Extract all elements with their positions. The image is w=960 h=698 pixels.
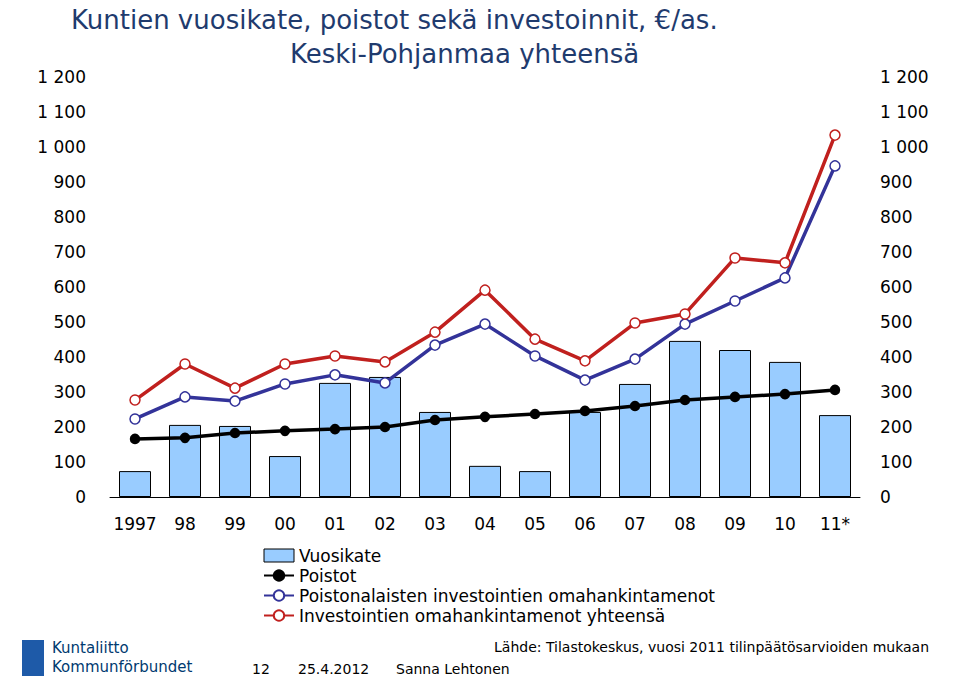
svg-text:1 100: 1 100 (37, 102, 86, 122)
svg-text:04: 04 (474, 514, 496, 534)
svg-text:Sanna Lehtonen: Sanna Lehtonen (396, 661, 510, 677)
svg-text:25.4.2012: 25.4.2012 (298, 661, 369, 677)
svg-text:100: 100 (54, 452, 86, 472)
svg-text:1 100: 1 100 (880, 102, 929, 122)
svg-text:800: 800 (54, 207, 86, 227)
svg-text:Poistonalaisten investointien: Poistonalaisten investointien omahankint… (299, 586, 715, 606)
svg-text:0: 0 (880, 487, 891, 507)
svg-text:03: 03 (424, 514, 446, 534)
svg-text:300: 300 (54, 382, 86, 402)
svg-text:Kommunförbundet: Kommunförbundet (52, 658, 192, 676)
svg-text:1 000: 1 000 (37, 137, 86, 157)
svg-text:08: 08 (674, 514, 696, 534)
svg-text:Kuntaliitto: Kuntaliitto (52, 639, 129, 657)
svg-text:12: 12 (252, 661, 270, 677)
svg-text:300: 300 (880, 382, 912, 402)
svg-text:900: 900 (54, 172, 86, 192)
svg-text:Vuosikate: Vuosikate (299, 546, 381, 566)
svg-text:700: 700 (54, 242, 86, 262)
svg-text:10: 10 (774, 514, 796, 534)
svg-text:800: 800 (880, 207, 912, 227)
svg-text:Kuntien vuosikate, poistot sek: Kuntien vuosikate, poistot sekä investoi… (71, 5, 718, 35)
svg-text:01: 01 (324, 514, 346, 534)
svg-text:05: 05 (524, 514, 546, 534)
svg-text:06: 06 (574, 514, 596, 534)
svg-text:200: 200 (54, 417, 86, 437)
svg-text:600: 600 (880, 277, 912, 297)
svg-text:500: 500 (54, 312, 86, 332)
svg-text:200: 200 (880, 417, 912, 437)
svg-text:Poistot: Poistot (299, 566, 357, 586)
svg-text:500: 500 (880, 312, 912, 332)
svg-text:09: 09 (724, 514, 746, 534)
svg-text:99: 99 (224, 514, 246, 534)
svg-text:Investointien omahankintamenot: Investointien omahankintamenot yhteensä (299, 606, 665, 626)
svg-text:600: 600 (54, 277, 86, 297)
svg-text:1 000: 1 000 (880, 137, 929, 157)
svg-text:02: 02 (374, 514, 396, 534)
svg-text:1 200: 1 200 (37, 67, 86, 87)
svg-text:07: 07 (624, 514, 646, 534)
svg-text:00: 00 (274, 514, 296, 534)
svg-text:1 200: 1 200 (880, 67, 929, 87)
svg-text:0: 0 (75, 487, 86, 507)
svg-text:Lähde: Tilastokeskus, vuosi 20: Lähde: Tilastokeskus, vuosi 2011 tilinpä… (494, 639, 929, 655)
svg-text:Keski-Pohjanmaa yhteensä: Keski-Pohjanmaa yhteensä (290, 39, 639, 69)
svg-text:900: 900 (880, 172, 912, 192)
svg-text:98: 98 (174, 514, 196, 534)
svg-text:100: 100 (880, 452, 912, 472)
svg-text:400: 400 (54, 347, 86, 367)
svg-text:1997: 1997 (113, 514, 156, 534)
svg-text:400: 400 (880, 347, 912, 367)
svg-text:700: 700 (880, 242, 912, 262)
svg-text:11*: 11* (820, 514, 850, 534)
